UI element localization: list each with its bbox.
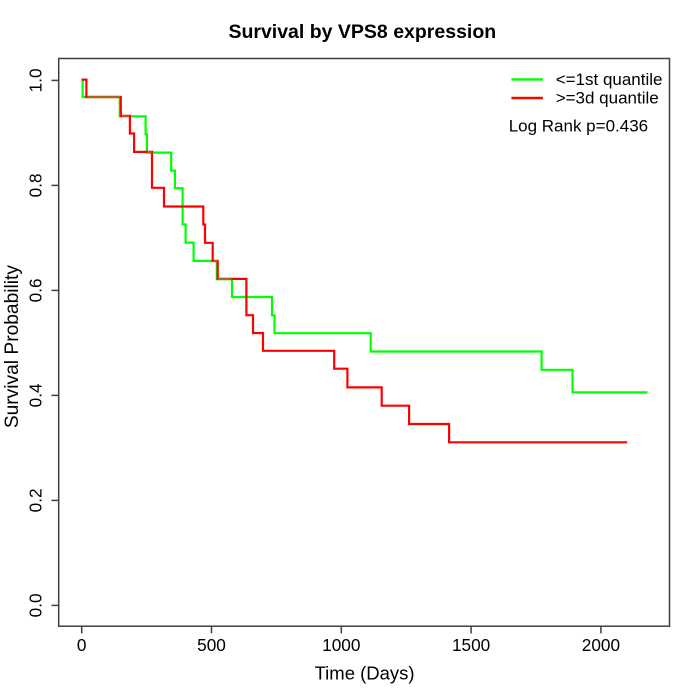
- svg-text:Survival Probability: Survival Probability: [2, 265, 23, 429]
- svg-text:Survival by VPS8 expression: Survival by VPS8 expression: [228, 21, 496, 43]
- svg-text:0: 0: [77, 635, 87, 655]
- svg-text:1.0: 1.0: [25, 68, 45, 92]
- svg-text:0.2: 0.2: [25, 488, 45, 512]
- svg-text:Time (Days): Time (Days): [315, 662, 415, 683]
- svg-text:0.4: 0.4: [25, 383, 45, 407]
- svg-text:>=3d quantile: >=3d quantile: [556, 89, 659, 108]
- svg-text:2000: 2000: [582, 635, 620, 655]
- svg-text:1500: 1500: [452, 635, 490, 655]
- svg-text:500: 500: [197, 635, 226, 655]
- svg-text:1000: 1000: [322, 635, 360, 655]
- svg-text:<=1st quantile: <=1st quantile: [556, 70, 663, 89]
- svg-text:0.0: 0.0: [25, 593, 45, 617]
- svg-text:Log Rank p=0.436: Log Rank p=0.436: [509, 117, 648, 136]
- svg-text:0.6: 0.6: [25, 278, 45, 302]
- svg-text:0.8: 0.8: [25, 173, 45, 197]
